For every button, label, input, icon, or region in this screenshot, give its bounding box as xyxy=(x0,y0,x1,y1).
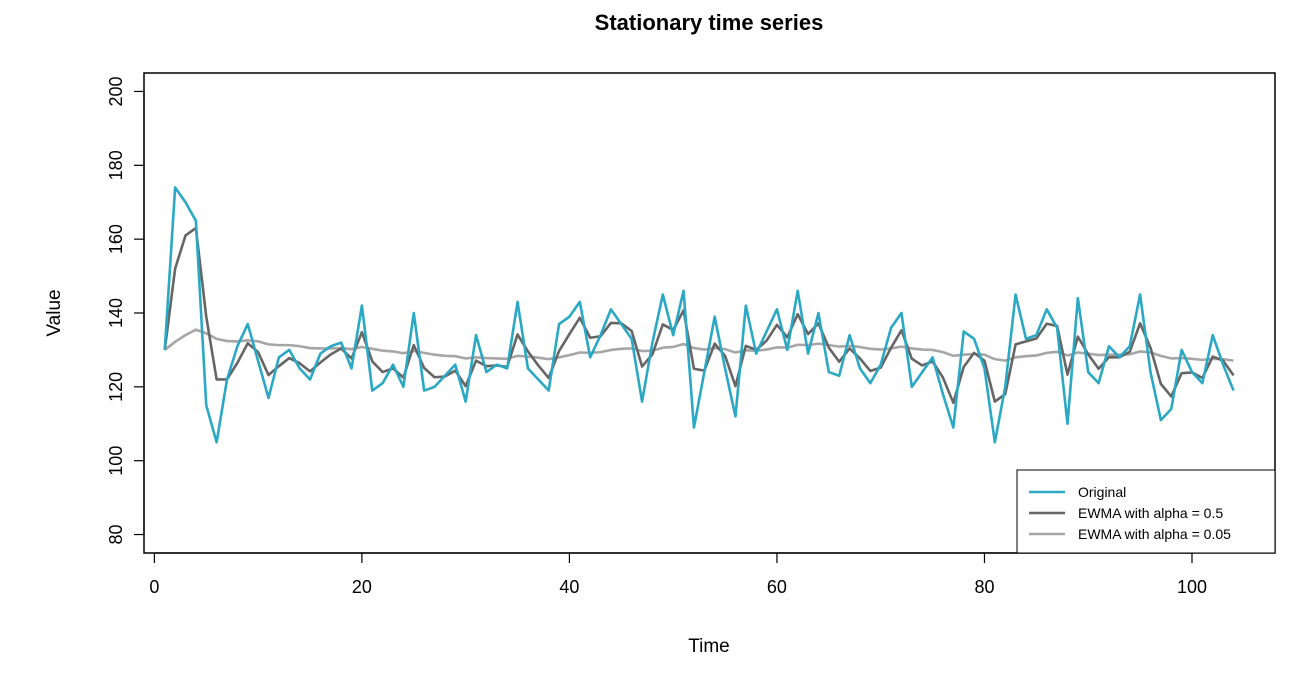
x-tick-label: 20 xyxy=(352,577,372,597)
series-line-0 xyxy=(163,186,1235,444)
x-tick-label: 60 xyxy=(767,577,787,597)
x-tick-label: 0 xyxy=(149,577,159,597)
series-line-1 xyxy=(163,226,1235,405)
x-tick-label: 100 xyxy=(1177,577,1207,597)
y-tick-label: 120 xyxy=(106,372,126,402)
x-axis-label: Time xyxy=(688,636,730,657)
series-layer xyxy=(163,186,1235,444)
y-tick-label: 80 xyxy=(106,525,126,545)
legend-label-0: Original xyxy=(1078,484,1126,500)
x-tick-label: 80 xyxy=(974,577,994,597)
y-axis: 80 100 120 140 160 180 200 xyxy=(106,76,145,545)
legend-label-2: EWMA with alpha = 0.05 xyxy=(1078,526,1231,542)
legend-label-1: EWMA with alpha = 0.5 xyxy=(1078,505,1223,521)
legend: Original EWMA with alpha = 0.5 EWMA with a… xyxy=(1016,469,1276,554)
y-axis-label: Value xyxy=(44,289,65,336)
y-tick-label: 160 xyxy=(106,224,126,254)
legend-box xyxy=(1016,469,1276,554)
y-tick-label: 100 xyxy=(106,446,126,476)
y-tick-label: 180 xyxy=(106,150,126,180)
x-tick-label: 40 xyxy=(559,577,579,597)
x-axis: 0 20 40 60 80 100 xyxy=(149,552,1207,597)
y-tick-label: 140 xyxy=(106,298,126,328)
y-tick-label: 200 xyxy=(106,76,126,106)
chart-title: Stationary time series xyxy=(595,10,824,35)
